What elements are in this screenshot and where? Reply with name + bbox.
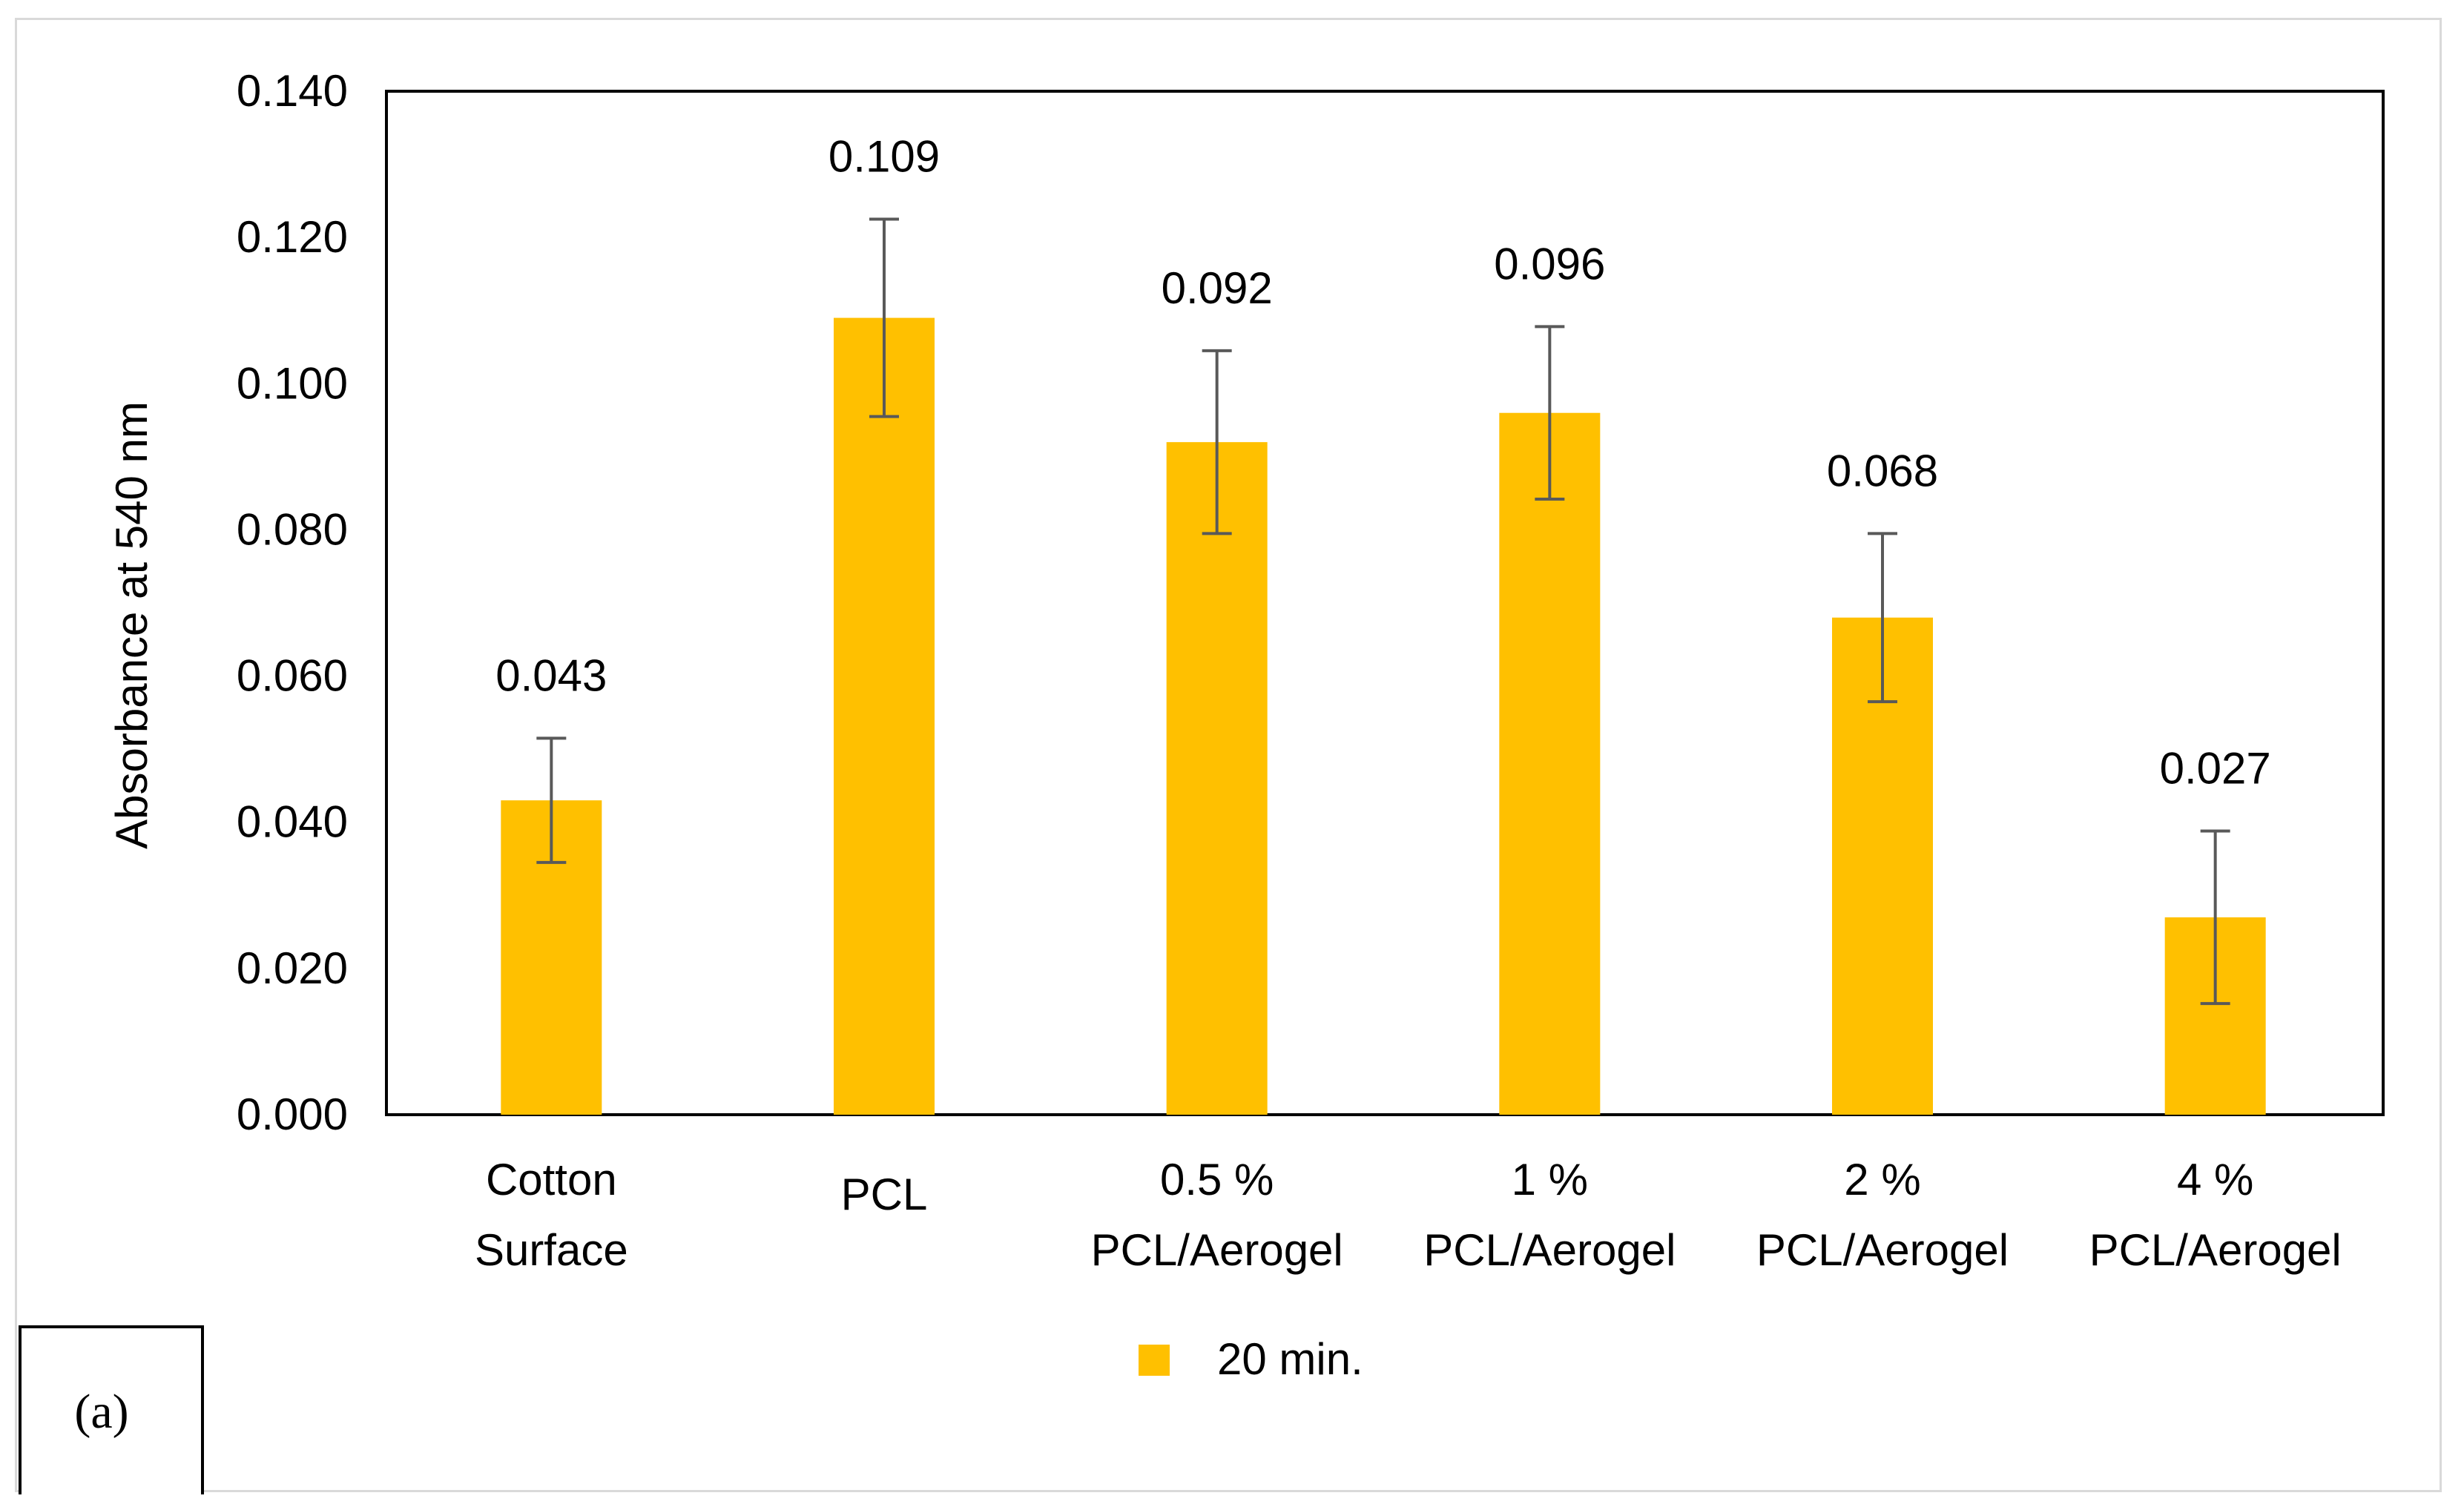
panel-label-box bbox=[19, 1325, 204, 1494]
bar bbox=[1166, 442, 1268, 1115]
y-tick-label: 0.020 bbox=[237, 943, 348, 993]
x-category-label: 0.5 % bbox=[1160, 1155, 1274, 1204]
x-category-label: PCL/Aerogel bbox=[2089, 1225, 2342, 1275]
y-tick-label: 0.040 bbox=[237, 797, 348, 847]
legend-swatch bbox=[1139, 1345, 1170, 1376]
x-category-label: PCL/Aerogel bbox=[1091, 1225, 1343, 1275]
data-label: 0.027 bbox=[2160, 744, 2271, 794]
bar-chart: 0.000 0.020 0.040 0.060 0.080 0.100 0.120 0.140… bbox=[19, 66, 2385, 1494]
x-category-label: PCL bbox=[841, 1170, 928, 1219]
x-category-label: 2 % bbox=[1844, 1155, 1920, 1204]
data-label: 0.109 bbox=[829, 132, 940, 182]
panel-label: (a) bbox=[74, 1385, 128, 1439]
chart-frame: 0.000 0.020 0.040 0.060 0.080 0.100 0.120 0.140… bbox=[15, 18, 2442, 1494]
x-category-label: 1 % bbox=[1512, 1155, 1588, 1204]
y-tick-label: 0.060 bbox=[237, 651, 348, 701]
data-label: 0.092 bbox=[1162, 263, 1273, 313]
y-tick-label: 0.120 bbox=[237, 212, 348, 262]
y-tick-label: 0.080 bbox=[237, 504, 348, 554]
y-axis-title: Absorbance at 540 nm bbox=[107, 401, 157, 849]
y-tick-label: 0.140 bbox=[237, 66, 348, 116]
x-category-label: Surface bbox=[475, 1225, 628, 1275]
x-category-label: 4 % bbox=[2177, 1155, 2253, 1204]
data-label: 0.096 bbox=[1494, 239, 1605, 289]
data-label: 0.068 bbox=[1827, 446, 1938, 495]
plot-area bbox=[385, 90, 2385, 1116]
x-category-label: PCL/Aerogel bbox=[1756, 1225, 2009, 1275]
bar bbox=[1499, 412, 1601, 1115]
x-category-label: Cotton bbox=[486, 1155, 617, 1204]
data-label: 0.043 bbox=[495, 650, 607, 700]
legend-label: 20 min. bbox=[1217, 1334, 1363, 1384]
y-tick-label: 0.000 bbox=[237, 1089, 348, 1139]
x-category-label: PCL/Aerogel bbox=[1423, 1225, 1676, 1275]
bar bbox=[834, 317, 935, 1115]
y-tick-label: 0.100 bbox=[237, 358, 348, 408]
